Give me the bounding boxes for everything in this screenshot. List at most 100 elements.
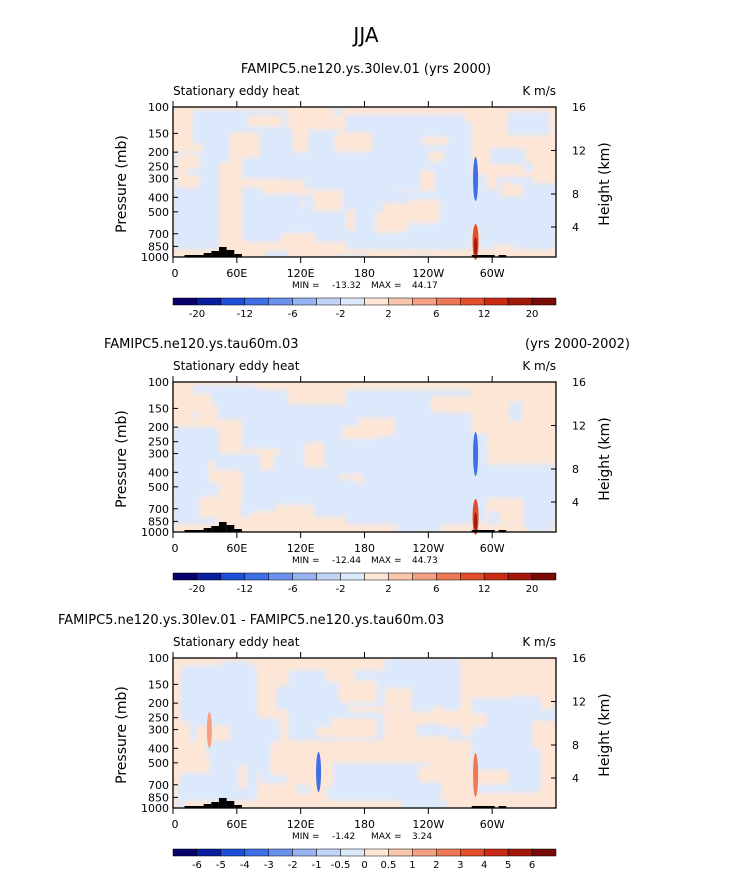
x-tick-label: 120E <box>287 818 315 831</box>
y-tick-label: 500 <box>148 757 169 770</box>
colorbar-swatch <box>292 572 317 581</box>
colorbar-label: -2 <box>336 584 346 595</box>
y-tick-label: 1000 <box>141 251 169 264</box>
y-tick-label: 300 <box>148 724 169 737</box>
stat-min-value: -1.42 <box>332 832 355 842</box>
y-tick-label: 1000 <box>141 802 169 815</box>
colorbar-swatch <box>460 848 485 857</box>
colorbar-label: -3 <box>264 860 274 871</box>
panel-0: FAMIPC5.ne120.ys.30lev.01 (yrs 2000) Sta… <box>114 62 613 320</box>
colorbar-swatch <box>244 848 269 857</box>
colorbar-label: 12 <box>478 309 491 320</box>
colorbar-swatch <box>244 297 269 306</box>
colorbar: -6 -5 -4 -3 -2 -1 -0.5 0 0.5 1 2 3 4 5 6 <box>172 848 557 871</box>
x-tick-label: 0 <box>172 267 179 280</box>
colorbar-swatch <box>340 297 365 306</box>
colorbar-swatch <box>196 297 222 306</box>
colorbar-label: 4 <box>481 860 487 871</box>
positive-feature <box>206 712 212 748</box>
colorbar: -20 -12 -6 -2 2 6 12 20 <box>172 572 557 595</box>
y-tick-label: 250 <box>148 436 169 449</box>
y-tick-label: 700 <box>148 228 169 241</box>
y-right-tick-label: 12 <box>572 145 586 158</box>
x-tick-label: 120W <box>412 818 444 831</box>
colorbar-label: -1 <box>312 860 322 871</box>
x-tick-label: 120E <box>287 542 315 555</box>
contour-field <box>173 107 556 257</box>
x-tick-label: 120W <box>412 542 444 555</box>
y-tick-label: 700 <box>148 779 169 792</box>
x-tick-label: 0 <box>172 542 179 555</box>
x-tick-label: 120E <box>287 267 315 280</box>
y-tick-label: 250 <box>148 712 169 725</box>
colorbar-swatch <box>196 848 222 857</box>
subtitle-left: Stationary eddy heat <box>173 359 300 373</box>
colorbar-swatch <box>388 572 413 581</box>
y-tick-label: 150 <box>148 127 169 140</box>
x-tick-label: 60E <box>226 818 247 831</box>
colorbar-swatch <box>316 297 341 306</box>
y-tick-label: 250 <box>148 161 169 174</box>
figure-title: JJA <box>351 23 378 47</box>
colorbar-label: -6 <box>288 309 298 320</box>
panel-2: FAMIPC5.ne120.ys.30lev.01 - FAMIPC5.ne12… <box>58 613 613 871</box>
y-right-tick-label: 12 <box>572 420 586 433</box>
colorbar-swatch <box>220 297 246 306</box>
colorbar-swatch <box>436 848 461 857</box>
y-axis-label: Pressure (mb) <box>114 135 130 233</box>
colorbar-swatch <box>412 297 437 306</box>
x-tick-label: 60W <box>480 267 505 280</box>
negative-feature <box>473 157 479 201</box>
colorbar-label: -12 <box>237 309 253 320</box>
colorbar-swatch <box>196 572 222 581</box>
x-tick-label: 60E <box>226 542 247 555</box>
colorbar-swatch <box>292 297 317 306</box>
colorbar-swatch <box>460 297 485 306</box>
y-right-axis-label: Height (km) <box>597 693 613 776</box>
colorbar-label: 20 <box>526 584 539 595</box>
stat-min-label: MIN = <box>292 281 320 291</box>
colorbar-swatch <box>436 572 461 581</box>
colorbar-swatch <box>507 572 533 581</box>
stat-max-label: MAX = <box>371 281 402 291</box>
stat-max-value: 44.17 <box>412 281 438 291</box>
x-tick-label: 180 <box>354 818 375 831</box>
colorbar-swatch <box>460 572 485 581</box>
y-right-tick-label: 12 <box>572 696 586 709</box>
colorbar-label: 6 <box>529 860 535 871</box>
y-tick-label: 400 <box>148 742 169 755</box>
y-tick-label: 1000 <box>141 526 169 539</box>
panel-1: FAMIPC5.ne120.ys.tau60m.03 (yrs 2000-200… <box>104 337 630 595</box>
stat-min-label: MIN = <box>292 556 320 566</box>
x-tick-label: 180 <box>354 267 375 280</box>
colorbar-label: 0.5 <box>380 860 396 871</box>
colorbar-label: 2 <box>433 860 439 871</box>
colorbar-swatch <box>483 297 509 306</box>
colorbar-swatch <box>483 572 509 581</box>
colorbar-label: 0 <box>361 860 367 871</box>
colorbar-label: -5 <box>216 860 226 871</box>
colorbar-swatch <box>268 297 293 306</box>
y-tick-label: 100 <box>148 376 169 389</box>
y-tick-label: 300 <box>148 448 169 461</box>
stat-max-label: MAX = <box>371 556 402 566</box>
colorbar-swatch <box>316 572 341 581</box>
y-tick-label: 200 <box>148 421 169 434</box>
negative-feature <box>473 432 479 476</box>
colorbar-label: -0.5 <box>331 860 351 871</box>
panel-title: FAMIPC5.ne120.ys.30lev.01 - FAMIPC5.ne12… <box>58 613 444 628</box>
colorbar-label: 2 <box>385 309 391 320</box>
y-right-tick-label: 16 <box>572 101 586 114</box>
stat-max-value: 3.24 <box>412 832 432 842</box>
contour-field <box>173 382 556 532</box>
colorbar-swatch <box>292 848 317 857</box>
positive-feature <box>473 753 479 797</box>
y-right-tick-label: 4 <box>572 221 579 234</box>
colorbar-label: -20 <box>189 309 205 320</box>
topography <box>184 522 507 532</box>
y-tick-label: 400 <box>148 466 169 479</box>
